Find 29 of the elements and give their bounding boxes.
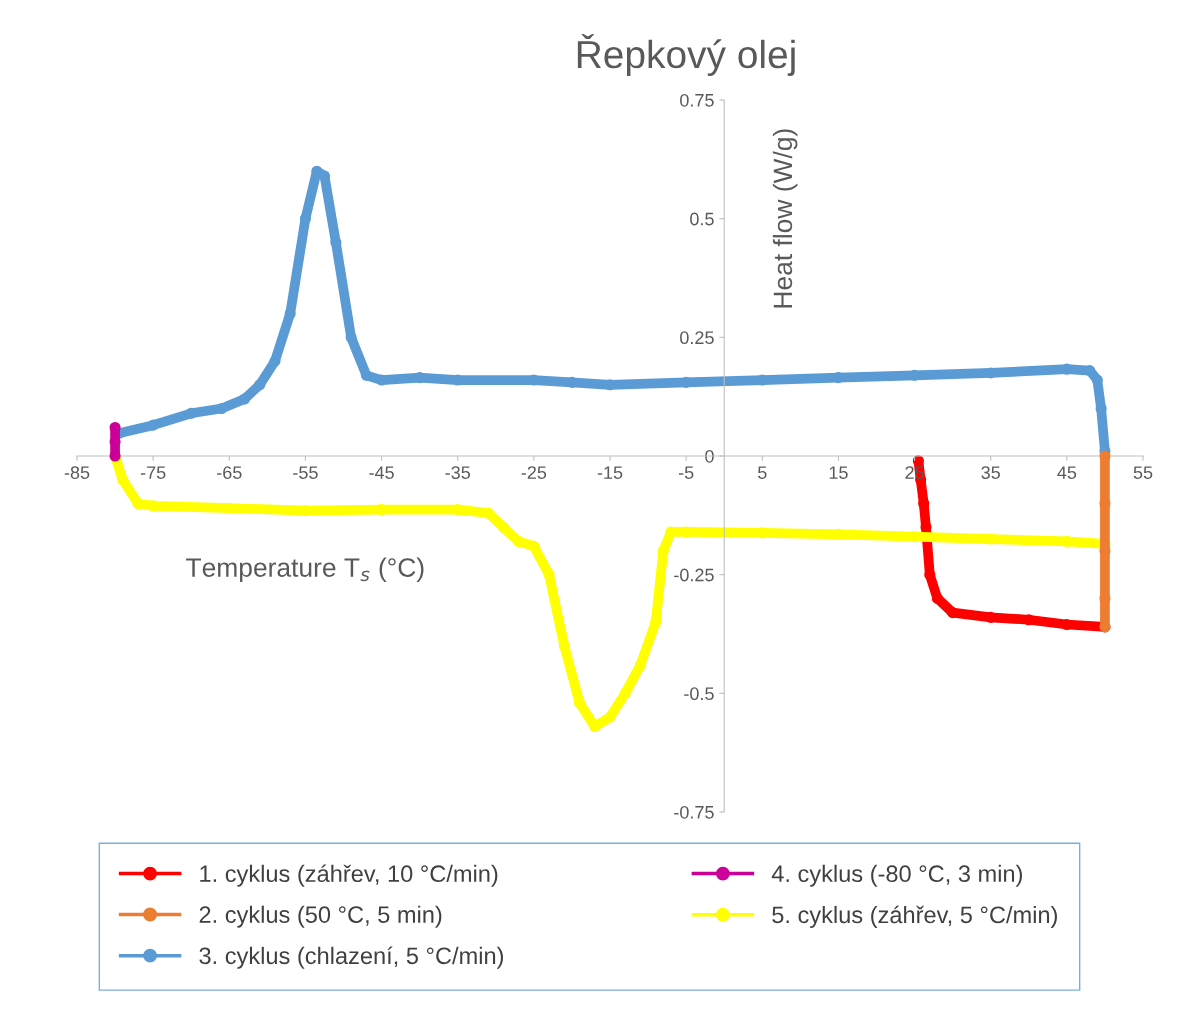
x-tick-label: -35 [445,466,471,479]
x-tick-label: -75 [140,466,166,479]
y-tick-label: -0.75 [674,805,714,819]
y-tick-label: -0.25 [674,568,714,582]
x-tick-label: 15 [829,466,848,479]
x-tick-label: -65 [217,466,242,479]
y-tick-label: -0.5 [684,687,714,701]
chart-title: Řepkový olej [577,33,795,77]
x-axis-title: Temperature T$_{s}$ (°C) [186,557,424,583]
x-tick-label: 55 [1133,466,1153,479]
x-tick-label: -45 [369,466,394,479]
x-tick-label: -15 [597,466,623,479]
x-tick-label: -85 [64,466,90,479]
y-tick-label: 0 [705,449,714,463]
y-tick-label: 0.75 [680,93,714,107]
x-tick-label: -5 [678,466,694,479]
legend-label: 2. cyklus (50 °C, 5 min) [199,905,442,928]
x-tick-label: 45 [1057,466,1077,479]
x-tick-label: 35 [981,466,1000,479]
x-tick-label: -55 [293,466,318,479]
y-axis-title: Heat flow (W/g) [772,129,798,308]
legend-label: 1. cyklus (záhřev, 10 °C/min) [200,864,498,887]
x-tick-label: -25 [521,466,547,479]
y-tick-label: 0.5 [690,212,714,226]
y-tick-label: 0.25 [680,331,714,345]
legend-label: 4. cyklus (-80 °C, 3 min) [771,864,1022,887]
legend-label: 5. cyklus (záhřev, 5 °C/min) [772,905,1057,928]
legend-label: 3. cyklus (chlazení, 5 °C/min) [199,946,504,969]
x-tick-label: 5 [757,466,767,479]
